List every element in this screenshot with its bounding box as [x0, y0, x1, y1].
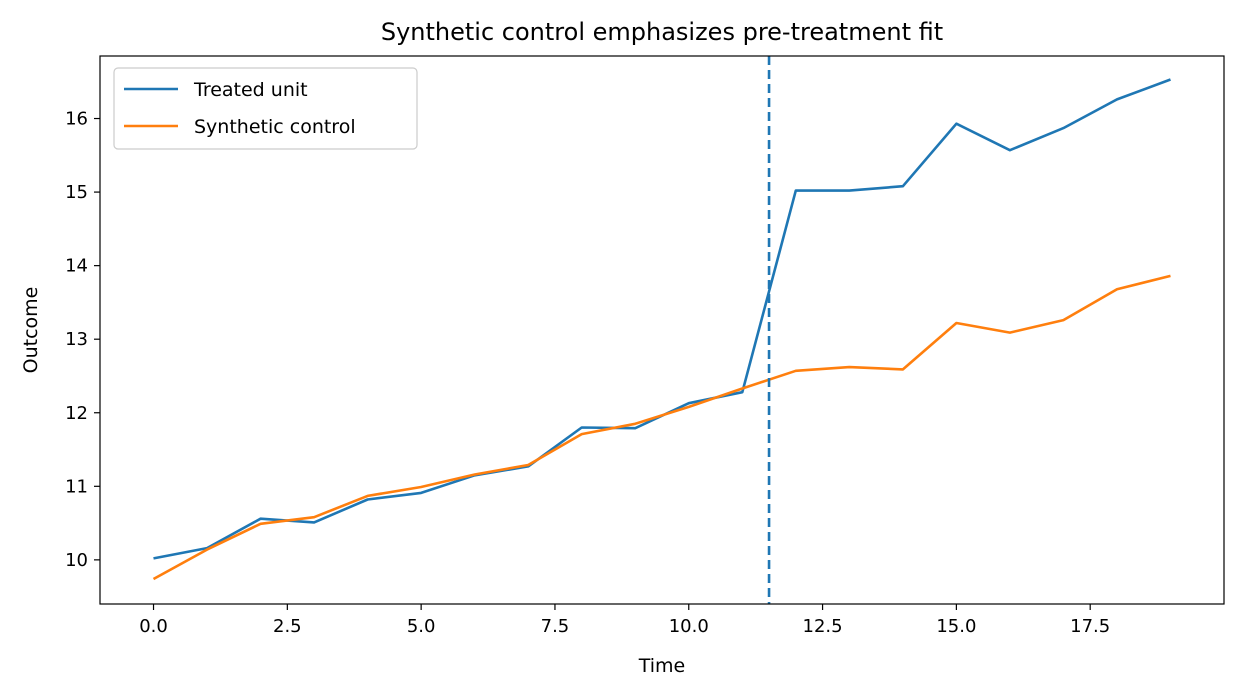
y-tick-label: 11	[65, 476, 88, 497]
series-line-treated-unit	[153, 78, 1171, 560]
legend-label: Synthetic control	[194, 116, 356, 138]
series-line-synthetic-control	[152, 274, 1171, 581]
x-tick-label: 15.0	[936, 616, 976, 637]
y-tick-label: 14	[65, 256, 88, 277]
x-tick-label: 7.5	[541, 616, 570, 637]
legend	[113, 67, 418, 150]
y-tick-label: 16	[65, 109, 88, 130]
plot-area: 0.0 2.5 5.0 7.5 10.0 12.5 15.0 17.5 10 11 12 13 14 15…	[65, 55, 1225, 637]
x-tick-label: 2.5	[273, 616, 302, 637]
x-tick-label: 0.0	[139, 616, 168, 637]
plot-frame	[99, 55, 1225, 605]
x-tick-label: 10.0	[669, 616, 709, 637]
x-tick-label: 12.5	[803, 616, 843, 637]
y-tick-label: 10	[65, 550, 88, 571]
y-tick-label: 12	[65, 403, 88, 424]
y-axis-label: Outcome	[20, 287, 42, 374]
x-tick-label: 17.5	[1070, 616, 1110, 637]
x-axis-label: Time	[638, 655, 686, 677]
y-tick-label: 13	[65, 329, 88, 350]
x-tick-label: 5.0	[407, 616, 436, 637]
chart-title: Synthetic control emphasizes pre-treatme…	[381, 18, 943, 46]
legend-label: Treated unit	[193, 79, 308, 101]
y-tick-label: 15	[65, 182, 88, 203]
